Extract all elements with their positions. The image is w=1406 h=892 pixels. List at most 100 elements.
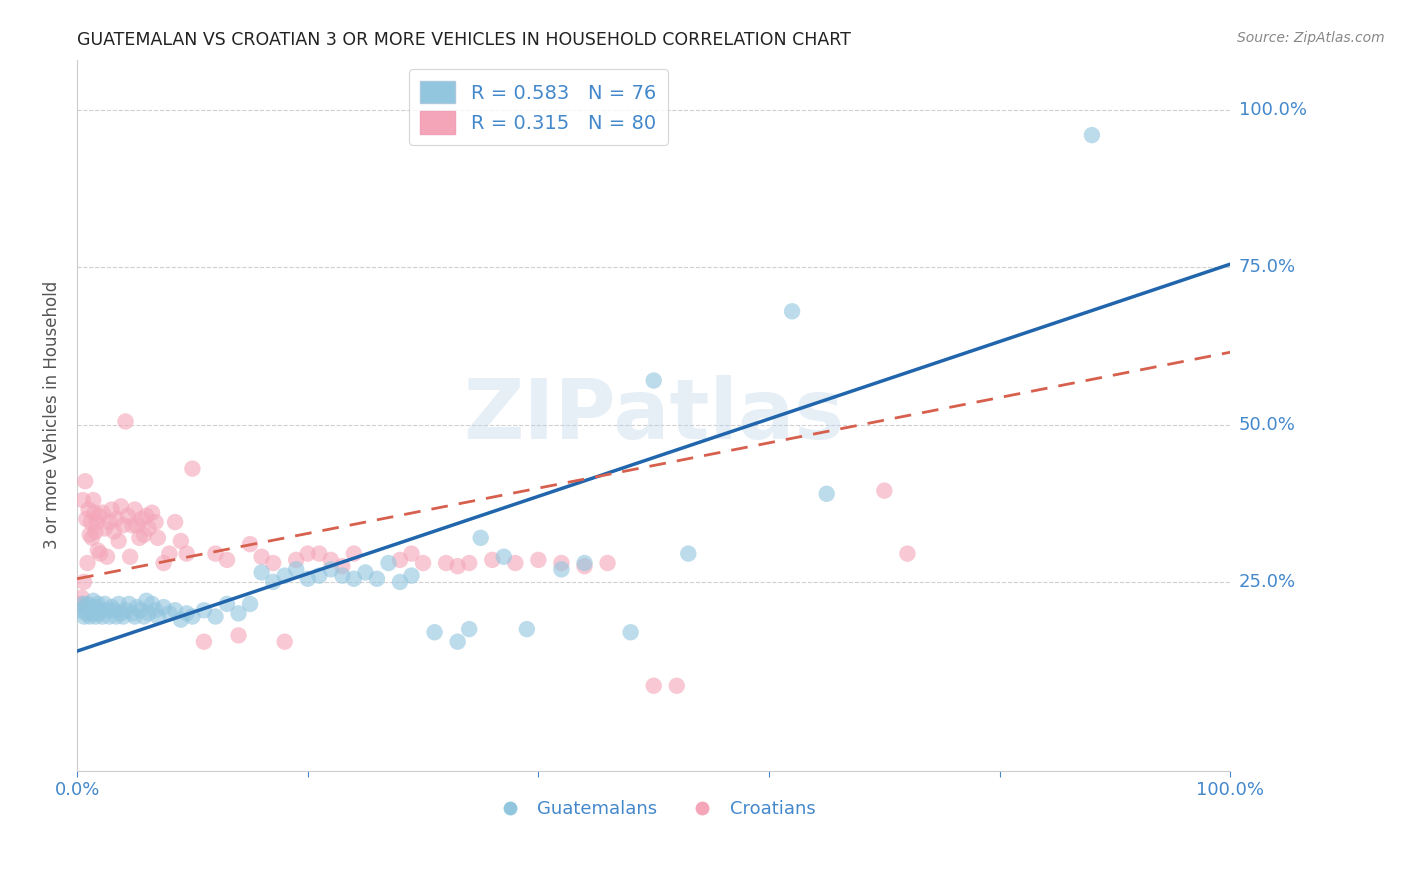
Point: [77, 603, 100, 617]
Point: [103, 603, 125, 617]
Point: [330, 568, 353, 582]
Point: [262, 556, 284, 570]
Point: [157, 547, 180, 561]
Point: [84, 524, 107, 539]
Point: [193, 603, 215, 617]
Point: [297, 547, 319, 561]
Point: [354, 566, 377, 580]
Point: [69, 597, 91, 611]
Point: [446, 634, 468, 648]
Point: [107, 597, 129, 611]
Point: [141, 506, 163, 520]
Point: [138, 521, 160, 535]
Text: 75.0%: 75.0%: [1239, 259, 1296, 277]
Point: [75, 600, 97, 615]
Point: [110, 607, 132, 621]
Point: [87, 543, 110, 558]
Point: [138, 607, 160, 621]
Point: [228, 607, 250, 621]
Point: [98, 515, 121, 529]
Text: GUATEMALAN VS CROATIAN 3 OR MORE VEHICLES IN HOUSEHOLD CORRELATION CHART: GUATEMALAN VS CROATIAN 3 OR MORE VEHICLE…: [77, 31, 851, 49]
Point: [135, 594, 157, 608]
Point: [550, 562, 572, 576]
Point: [96, 603, 118, 617]
Point: [83, 506, 105, 520]
Point: [80, 515, 103, 529]
Point: [215, 597, 238, 611]
Point: [121, 518, 143, 533]
Point: [181, 461, 204, 475]
Point: [72, 597, 94, 611]
Point: [343, 547, 366, 561]
Point: [120, 549, 142, 564]
Point: [86, 515, 108, 529]
Point: [423, 625, 446, 640]
Point: [105, 609, 128, 624]
Point: [124, 609, 146, 624]
Point: [112, 518, 135, 533]
Point: [446, 559, 468, 574]
Point: [75, 474, 97, 488]
Point: [193, 634, 215, 648]
Point: [678, 547, 700, 561]
Point: [285, 553, 308, 567]
Point: [388, 574, 411, 589]
Point: [128, 531, 150, 545]
Point: [89, 603, 111, 617]
Point: [228, 628, 250, 642]
Point: [643, 679, 665, 693]
Point: [527, 553, 550, 567]
Text: 25.0%: 25.0%: [1239, 573, 1296, 591]
Point: [103, 524, 125, 539]
Point: [239, 597, 262, 611]
Point: [84, 609, 107, 624]
Point: [481, 553, 503, 567]
Point: [181, 609, 204, 624]
Point: [100, 600, 122, 615]
Point: [72, 493, 94, 508]
Point: [91, 609, 114, 624]
Text: ZIPatlas: ZIPatlas: [463, 375, 844, 456]
Point: [94, 597, 117, 611]
Point: [550, 556, 572, 570]
Point: [170, 613, 193, 627]
Point: [492, 549, 515, 564]
Point: [458, 622, 481, 636]
Point: [319, 553, 342, 567]
Point: [91, 506, 114, 520]
Point: [73, 609, 96, 624]
Point: [76, 597, 98, 611]
Point: [98, 609, 121, 624]
Point: [319, 562, 342, 576]
Point: [204, 547, 226, 561]
Point: [165, 515, 187, 529]
Point: [273, 634, 295, 648]
Point: [70, 591, 93, 605]
Point: [82, 493, 104, 508]
Point: [176, 547, 198, 561]
Point: [100, 502, 122, 516]
Point: [815, 487, 838, 501]
Point: [152, 556, 174, 570]
Point: [401, 547, 423, 561]
Point: [80, 600, 103, 615]
Point: [458, 556, 481, 570]
Point: [89, 547, 111, 561]
Point: [574, 556, 596, 570]
Point: [146, 609, 169, 624]
Point: [75, 512, 97, 526]
Point: [129, 603, 152, 617]
Point: [73, 574, 96, 589]
Point: [87, 607, 110, 621]
Legend: Guatemalans, Croatians: Guatemalans, Croatians: [485, 793, 823, 826]
Point: [285, 562, 308, 576]
Point: [145, 603, 167, 617]
Point: [873, 483, 896, 498]
Point: [87, 508, 110, 523]
Point: [75, 607, 97, 621]
Point: [377, 556, 399, 570]
Point: [87, 597, 110, 611]
Text: 100.0%: 100.0%: [1239, 101, 1306, 119]
Point: [366, 572, 388, 586]
Point: [146, 531, 169, 545]
